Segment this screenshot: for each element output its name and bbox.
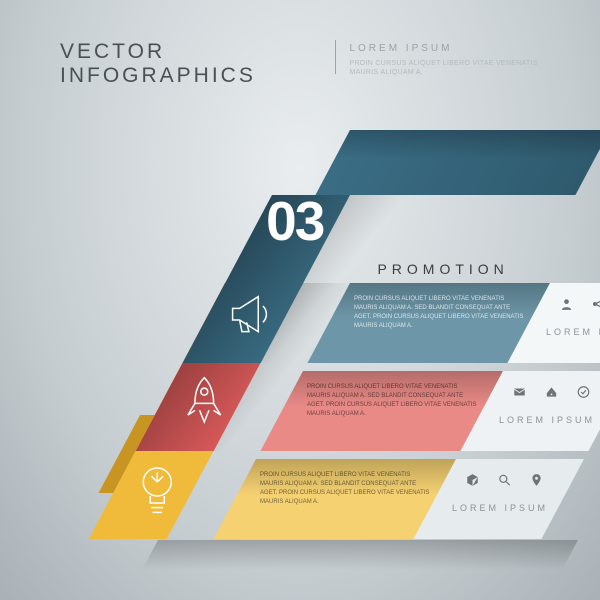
mail-icon — [513, 385, 527, 404]
step-1-card-label: LOREM IPSUM — [452, 503, 548, 513]
step-2-card-label: LOREM IPSUM — [499, 415, 595, 425]
rocket-icon — [176, 373, 232, 429]
step-2-card-icons — [513, 385, 591, 404]
step-1-desc: PROIN CURSUS ALIQUET LIBERO VITAE VENENA… — [260, 471, 430, 507]
disk-icon — [545, 385, 559, 404]
step-3-desc: PROIN CURSUS ALIQUET LIBERO VITAE VENENA… — [354, 295, 524, 331]
cube-icon — [466, 473, 480, 492]
share-icon — [592, 297, 600, 316]
step-3-title: PROMOTION — [377, 261, 508, 277]
step-3-extension — [315, 130, 600, 195]
step-2-desc: PROIN CURSUS ALIQUET LIBERO VITAE VENENA… — [307, 383, 477, 419]
step-3-card-label: LOREM IPSUM — [546, 327, 600, 337]
infographic-stage: 01 IDEA PROIN CURSUS ALIQUET LIBERO VITA… — [0, 0, 600, 600]
ground-shadow — [142, 540, 578, 570]
step-1-card-icons — [466, 473, 544, 492]
magnifier-icon — [498, 473, 512, 492]
lightbulb-icon — [129, 461, 185, 517]
megaphone-icon — [223, 285, 279, 341]
check-circle-icon — [577, 385, 591, 404]
step-3-card-icons — [560, 297, 600, 316]
step-3-number: 03 — [266, 189, 323, 253]
pin-icon — [530, 473, 544, 492]
user-icon — [560, 297, 574, 316]
